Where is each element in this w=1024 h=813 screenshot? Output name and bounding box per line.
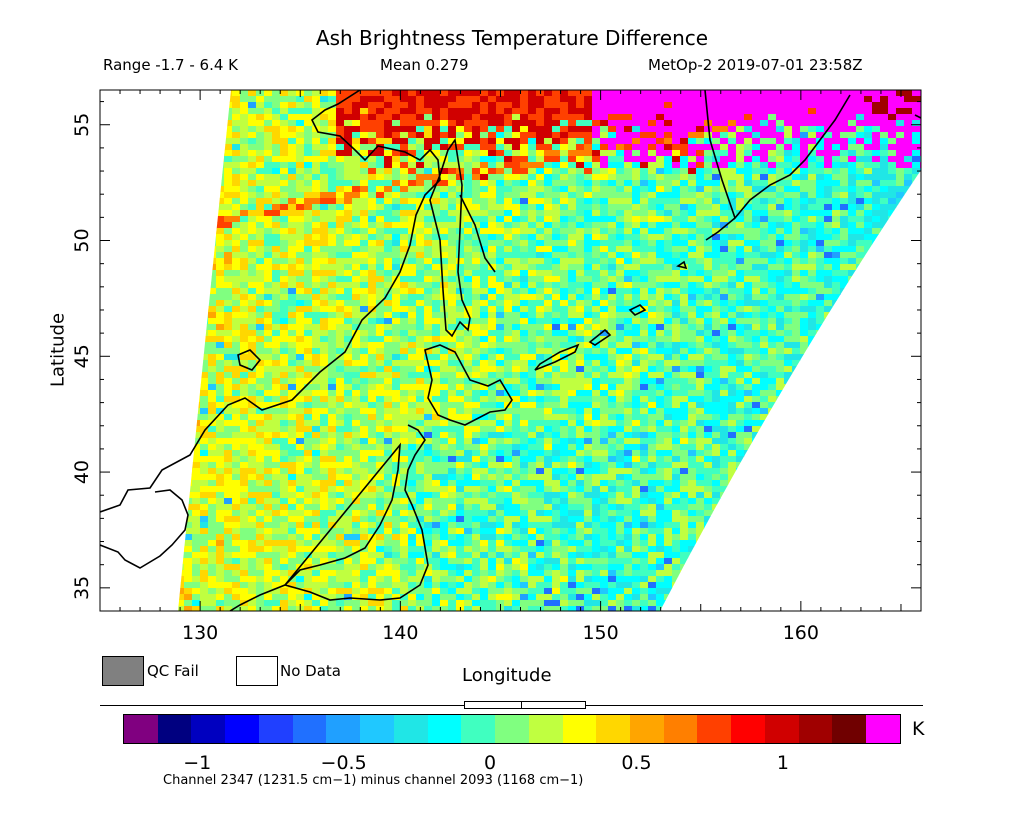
- colorbar-swatch: [663, 715, 698, 743]
- colorbar-swatch: [495, 715, 529, 743]
- axis-ticks: 130 140 150 160 35 40 45 50 55: [71, 90, 921, 644]
- y-tick-label: 40: [71, 460, 93, 484]
- mean-label: Mean 0.279: [380, 56, 469, 74]
- colorbar-swatch: [461, 715, 496, 743]
- coastline-sakhalin-spur: [459, 194, 496, 273]
- colorbar: [123, 714, 901, 744]
- y-tick-label: 55: [71, 113, 93, 137]
- colorbar-swatch: [393, 715, 428, 743]
- colorbar-swatch: [528, 715, 563, 743]
- coastline-hokkaido: [424, 344, 513, 426]
- colorbar-swatch: [697, 715, 732, 743]
- coastlines: [100, 90, 921, 611]
- coastline-island-a: [237, 349, 262, 371]
- coastline-honshu: [229, 424, 429, 611]
- plot-frame: [99, 89, 922, 612]
- colorbar-swatch: [798, 715, 833, 743]
- colorbar-swatch: [326, 715, 361, 743]
- qc-fail-label: QC Fail: [147, 662, 199, 680]
- colorbar-swatch: [832, 715, 867, 743]
- coastline-kamchatka: [704, 90, 851, 241]
- x-tick-label: 160: [783, 622, 819, 644]
- colorbar-swatch: [225, 715, 259, 743]
- colorbar-swatch: [866, 715, 900, 743]
- range-label: Range -1.7 - 6.4 K: [103, 56, 238, 74]
- colorbar-swatch: [596, 715, 631, 743]
- colorbar-swatch: [731, 715, 765, 743]
- map-plot: 130 140 150 160 35 40 45 50 55: [71, 89, 922, 644]
- range-slider-marker: [521, 701, 522, 709]
- colorbar-swatch: [630, 715, 664, 743]
- y-tick-label: 45: [71, 344, 93, 368]
- coastline-korea: [100, 489, 189, 569]
- colorbar-swatch: [157, 715, 192, 743]
- colorbar-swatch: [562, 715, 597, 743]
- x-tick-label: 140: [382, 622, 418, 644]
- coastline-ne-stub: [914, 114, 921, 119]
- channel-footnote: Channel 2347 (1231.5 cm−1) minus channel…: [163, 773, 584, 788]
- colorbar-swatch: [292, 715, 327, 743]
- x-tick-label: 130: [182, 622, 218, 644]
- no-data-label: No Data: [280, 662, 341, 680]
- chart-title: Ash Brightness Temperature Difference: [315, 26, 709, 50]
- coastline-asia-mainland: [100, 90, 441, 513]
- colorbar-tick-label: 0: [483, 752, 497, 774]
- colorbar-swatch: [427, 715, 462, 743]
- colorbar-tick-label: 0.5: [621, 752, 652, 774]
- coastline-kurils-c: [628, 304, 647, 316]
- colorbar-unit: K: [912, 718, 925, 740]
- range-slider[interactable]: [464, 701, 586, 709]
- y-tick-label: 50: [71, 228, 93, 252]
- no-data-swatch: [236, 656, 278, 686]
- colorbar-tick-label: −1: [183, 752, 212, 774]
- coastline-sakhalin: [429, 137, 471, 338]
- y-tick-label: 35: [71, 576, 93, 600]
- colorbar-swatch: [764, 715, 799, 743]
- coastline-kurils-b: [588, 328, 612, 346]
- colorbar-tick-label: −0.5: [320, 752, 367, 774]
- x-tick-label: 150: [582, 622, 618, 644]
- colorbar-tick-label: 1: [776, 752, 789, 774]
- qc-fail-swatch: [102, 656, 144, 686]
- colorbar-swatch: [258, 715, 293, 743]
- x-axis-label: Longitude: [462, 665, 552, 686]
- colorbar-swatch: [124, 715, 158, 743]
- colorbar-swatch: [191, 715, 226, 743]
- colorbar-swatch: [360, 715, 394, 743]
- coastline-island-b: [676, 260, 688, 270]
- coastline-kurils-a: [534, 343, 580, 371]
- satellite-time-label: MetOp-2 2019-07-01 23:58Z: [648, 56, 863, 74]
- y-axis-label: Latitude: [47, 312, 69, 388]
